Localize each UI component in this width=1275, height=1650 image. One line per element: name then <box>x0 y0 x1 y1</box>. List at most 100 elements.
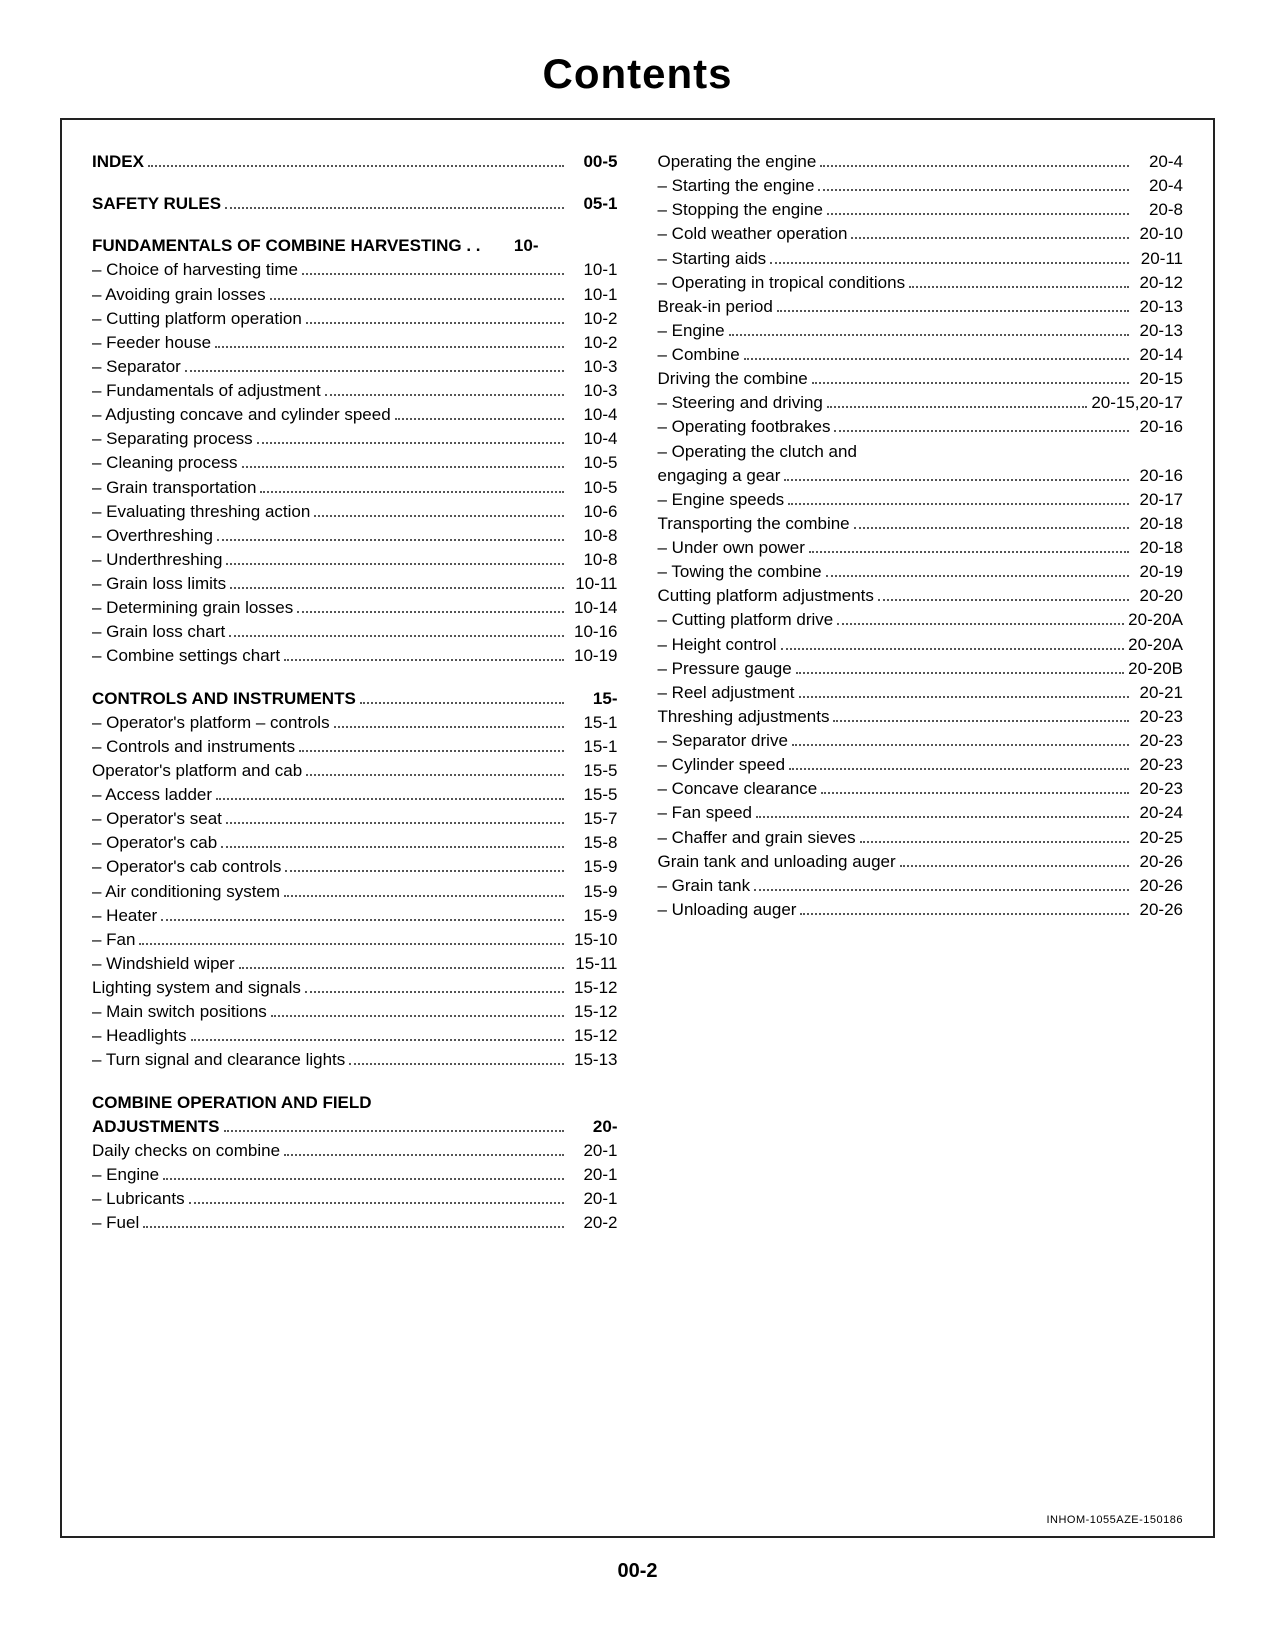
leader-dots <box>215 332 563 348</box>
toc-entry-label: – Operating footbrakes <box>658 415 831 439</box>
toc-entry-label: – Evaluating threshing action <box>92 500 310 524</box>
toc-entry-label: – Operator's cab <box>92 831 217 855</box>
toc-entry-page: 20-13 <box>1133 295 1183 319</box>
toc-entry-label: – Fundamentals of adjustment <box>92 379 321 403</box>
toc-row: – Operator's cab 15-8 <box>92 831 618 855</box>
toc-row: – Grain transportation10-5 <box>92 476 618 500</box>
toc-entry-page: 15-8 <box>568 831 618 855</box>
toc-entry-page: 20-15,20-17 <box>1091 391 1183 415</box>
spacer <box>92 216 618 234</box>
leader-dots <box>325 380 564 396</box>
toc-entry-page: 15-11 <box>568 952 618 976</box>
leader-dots <box>756 803 1129 819</box>
leader-dots <box>781 634 1125 650</box>
toc-entry-page: 20-20 <box>1133 584 1183 608</box>
toc-entry-label: – Operating in tropical conditions <box>658 271 906 295</box>
toc-entry-page: 20-23 <box>1133 777 1183 801</box>
toc-row: – Turn signal and clearance lights 15-13 <box>92 1048 618 1072</box>
toc-entry-label: – Main switch positions <box>92 1000 267 1024</box>
toc-entry-label: – Air conditioning system <box>92 880 280 904</box>
toc-row: – Lubricants20-1 <box>92 1187 618 1211</box>
toc-row: ADJUSTMENTS20- <box>92 1115 618 1139</box>
toc-row: Grain tank and unloading auger20-26 <box>658 850 1184 874</box>
toc-entry-page: 20-11 <box>1133 247 1183 271</box>
toc-entry-label: – Lubricants <box>92 1187 185 1211</box>
toc-entry-page: 00-5 <box>568 150 618 174</box>
toc-entry-label: Daily checks on combine <box>92 1139 280 1163</box>
toc-entry-page: 10-1 <box>568 283 618 307</box>
toc-row: – Controls and instruments15-1 <box>92 735 618 759</box>
toc-entry-label: – Engine speeds <box>658 488 785 512</box>
toc-entry-page: 20-20A <box>1128 608 1183 632</box>
toc-entry-page: 15-12 <box>568 1024 618 1048</box>
toc-entry-page: 10-11 <box>568 572 618 596</box>
toc-entry-label: – Access ladder <box>92 783 212 807</box>
toc-entry-label: – Grain loss chart <box>92 620 225 644</box>
leader-dots <box>837 610 1124 626</box>
toc-entry-label: – Cutting platform drive <box>658 608 834 632</box>
toc-entry-page: 20-16 <box>1133 415 1183 439</box>
leader-dots <box>800 899 1129 915</box>
toc-row: – Operator's platform – controls15-1 <box>92 711 618 735</box>
toc-entry-label: – Turn signal and clearance lights <box>92 1048 345 1072</box>
toc-entry-page: 15-9 <box>568 904 618 928</box>
toc-row: Break-in period20-13 <box>658 295 1184 319</box>
toc-row: Operating the engine20-4 <box>658 150 1184 174</box>
toc-entry-page: 20-16 <box>1133 464 1183 488</box>
toc-entry-page: 20-1 <box>568 1163 618 1187</box>
toc-entry-page: 15-1 <box>568 735 618 759</box>
toc-row: – Air conditioning system15-9 <box>92 880 618 904</box>
leader-dots <box>189 1188 564 1204</box>
toc-entry-page: 20-1 <box>568 1139 618 1163</box>
leader-dots <box>792 730 1129 746</box>
leader-dots <box>299 736 563 752</box>
toc-entry-page: 20-2 <box>568 1211 618 1235</box>
section-heading: INDEX <box>92 150 144 174</box>
leader-dots <box>284 646 563 662</box>
toc-entry-label: – Starting aids <box>658 247 767 271</box>
leader-dots <box>834 417 1129 433</box>
toc-entry-label: – Separating process <box>92 427 253 451</box>
toc-row: Cutting platform adjustments20-20 <box>658 584 1184 608</box>
leader-dots <box>821 779 1129 795</box>
leader-dots <box>851 224 1129 240</box>
toc-entry-page: 10-19 <box>568 644 618 668</box>
section-heading: ADJUSTMENTS <box>92 1115 220 1139</box>
toc-row: – Fuel20-2 <box>92 1211 618 1235</box>
toc-row: INDEX 00-5 <box>92 150 618 174</box>
toc-entry-label: – Combine settings chart <box>92 644 280 668</box>
toc-row: – Unloading auger20-26 <box>658 898 1184 922</box>
leader-dots <box>216 784 563 800</box>
toc-entry-page: 15-5 <box>568 759 618 783</box>
leader-dots <box>226 549 563 565</box>
toc-row: – Operator's cab controls15-9 <box>92 855 618 879</box>
leader-dots <box>217 525 564 541</box>
toc-entry-page: 15-12 <box>568 1000 618 1024</box>
toc-entry-page: 15-12 <box>568 976 618 1000</box>
toc-entry-label: – Cylinder speed <box>658 753 786 777</box>
leader-dots <box>284 881 563 897</box>
leader-dots <box>221 833 563 849</box>
toc-entry-label: – Avoiding grain losses <box>92 283 266 307</box>
toc-entry-page: 15-13 <box>568 1048 618 1072</box>
leader-dots <box>799 682 1129 698</box>
toc-row: – Heater15-9 <box>92 904 618 928</box>
toc-entry-label: – Pressure gauge <box>658 657 792 681</box>
toc-row: – Cutting platform operation10-2 <box>92 307 618 331</box>
toc-row: – Access ladder15-5 <box>92 783 618 807</box>
leader-dots <box>789 755 1129 771</box>
toc-entry-label: – Feeder house <box>92 331 211 355</box>
leader-dots <box>226 809 564 825</box>
page-title: Contents <box>60 50 1215 98</box>
toc-row: – Engine20-13 <box>658 319 1184 343</box>
toc-entry-page: 10-5 <box>568 451 618 475</box>
toc-entry-page: 20-19 <box>1133 560 1183 584</box>
toc-entry-label: – Cold weather operation <box>658 222 848 246</box>
content-frame: INDEX00-5SAFETY RULES05-1FUNDAMENTALS OF… <box>60 118 1215 1538</box>
toc-entry-label: – Headlights <box>92 1024 187 1048</box>
toc-entry-page: 20-20B <box>1128 657 1183 681</box>
toc-entry-label: – Towing the combine <box>658 560 822 584</box>
toc-entry-page: 20-23 <box>1133 753 1183 777</box>
toc-row: – Operating footbrakes 20-16 <box>658 415 1184 439</box>
toc-row: – Grain loss chart10-16 <box>92 620 618 644</box>
